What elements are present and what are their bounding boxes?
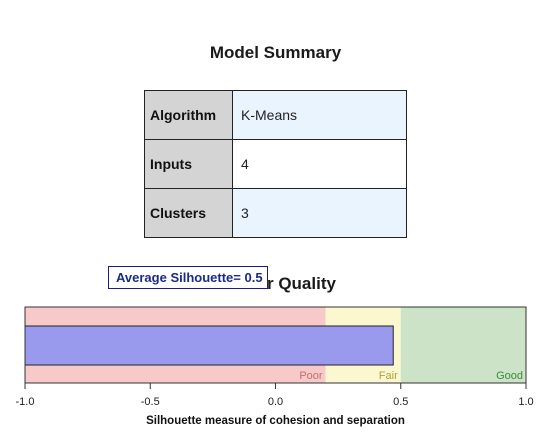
cluster-quality-title: Cluster Quality <box>215 274 336 293</box>
band-label-fair: Fair <box>379 370 398 382</box>
row-value: 4 <box>232 139 407 189</box>
row-key: Inputs <box>144 139 233 189</box>
table-row: Clusters 3 <box>144 188 407 238</box>
row-key: Clusters <box>144 188 233 238</box>
band-label-good: Good <box>496 370 523 382</box>
model-summary-table: Algorithm K-Means Inputs 4 Clusters 3 <box>144 90 407 238</box>
silhouette-bar <box>24 325 394 366</box>
table-row: Inputs 4 <box>144 139 407 189</box>
x-tick-label: -0.5 <box>141 396 160 408</box>
band-good <box>400 307 526 383</box>
x-tick-label: 0.0 <box>268 396 283 408</box>
table-row: Algorithm K-Means <box>144 90 407 140</box>
average-silhouette-tooltip: Average Silhouette= 0.5 <box>108 266 268 289</box>
row-value: K-Means <box>232 90 407 140</box>
row-key: Algorithm <box>144 90 233 140</box>
band-label-poor: Poor <box>299 370 323 382</box>
x-tick-label: -1.0 <box>16 396 35 408</box>
row-value: 3 <box>232 188 407 238</box>
x-tick-label: 0.5 <box>393 396 408 408</box>
x-tick-label: 1.0 <box>518 396 533 408</box>
x-axis-label: Silhouette measure of cohesion and separ… <box>146 415 405 427</box>
summary-title: Model Summary <box>209 43 342 62</box>
silhouette-chart: Poor Fair Good -1.0 -0.5 0.0 0.5 1.0 <box>16 306 534 408</box>
